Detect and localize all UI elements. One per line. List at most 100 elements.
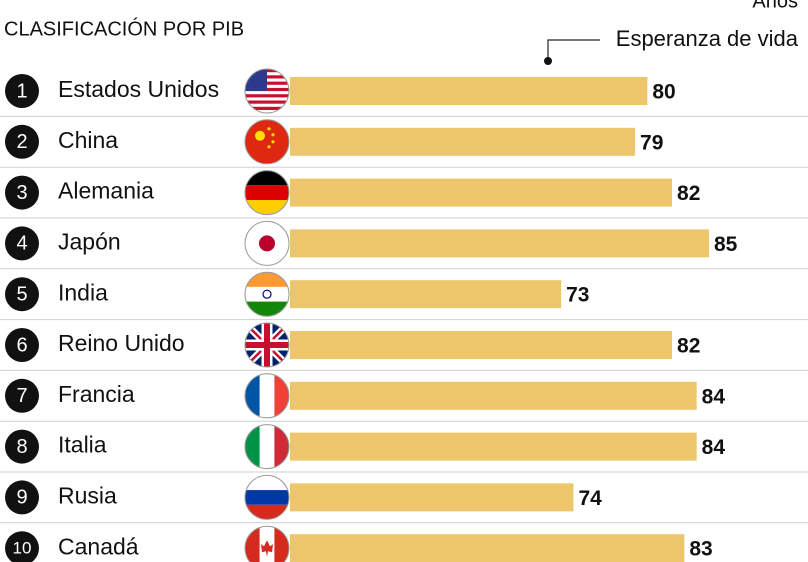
value-label: 74 — [578, 487, 602, 510]
flag-part — [271, 140, 275, 144]
rank-badge — [5, 226, 39, 261]
rank-label: 10 — [13, 539, 32, 558]
flag-part — [245, 100, 289, 104]
category-label: Italia — [58, 432, 107, 458]
bar — [290, 381, 697, 410]
rank-badge — [5, 328, 39, 362]
flag-part — [259, 235, 275, 252]
flag-border — [244, 373, 290, 419]
flag — [245, 221, 289, 266]
value-label: 84 — [702, 385, 726, 408]
value-label: 82 — [677, 335, 700, 358]
category-label: Canadá — [58, 533, 139, 559]
flag — [245, 323, 289, 367]
category-label: Estados Unidos — [58, 76, 219, 102]
flag-border — [244, 220, 290, 266]
bar — [290, 534, 685, 562]
category-label: Reino Unido — [58, 330, 185, 356]
flag-part — [245, 94, 289, 98]
flag-part — [245, 119, 289, 164]
rank-label: 6 — [16, 334, 27, 356]
value-label: 82 — [677, 182, 700, 205]
flag — [245, 170, 289, 215]
bar — [290, 432, 697, 461]
flag-part — [255, 130, 265, 141]
bar — [290, 178, 673, 207]
flag-part — [271, 133, 275, 137]
legend-leader — [547, 39, 600, 60]
bar — [290, 331, 673, 359]
flag — [245, 272, 289, 317]
bar — [290, 229, 709, 258]
flag — [245, 424, 289, 469]
flag-part — [245, 301, 289, 317]
bar — [290, 127, 636, 156]
flag-part — [245, 490, 289, 505]
flag-part — [245, 504, 289, 520]
flag-border — [244, 424, 290, 470]
value-label: 80 — [652, 81, 675, 104]
rank-badge — [5, 378, 39, 413]
flag-part — [245, 373, 260, 418]
flag-border — [244, 170, 290, 216]
flag — [245, 475, 289, 520]
flag-part — [274, 424, 289, 469]
flag-part — [274, 373, 289, 418]
rank-label: 4 — [16, 233, 27, 255]
rank-label: 2 — [16, 131, 27, 153]
flag-border — [244, 68, 290, 114]
value-label: 73 — [566, 284, 589, 307]
flag-part — [245, 286, 289, 302]
rank-label: 8 — [16, 436, 27, 458]
value-label: 79 — [640, 131, 663, 154]
value-label: 85 — [714, 233, 738, 256]
bar — [290, 77, 648, 105]
flag-part — [245, 272, 289, 287]
rank-badge — [5, 124, 39, 159]
rank-label: 1 — [16, 80, 27, 102]
flag-part — [245, 323, 289, 367]
flag-border — [244, 525, 290, 562]
unit-label: Años — [752, 0, 798, 12]
rank-badge — [5, 175, 39, 210]
rank-badge — [5, 531, 39, 562]
value-label: 83 — [689, 538, 712, 561]
flag-part — [245, 106, 289, 110]
value-label: 84 — [702, 436, 726, 459]
rank-label: 7 — [16, 385, 27, 407]
bar — [290, 280, 562, 309]
category-label: Japón — [58, 228, 121, 254]
flag-part — [259, 424, 275, 469]
rank-badge — [5, 277, 39, 312]
flag-border — [244, 271, 290, 317]
flag-part — [267, 127, 271, 131]
bar — [290, 483, 574, 512]
flag — [245, 119, 289, 164]
category-label: China — [58, 127, 118, 153]
flag-part — [245, 475, 289, 491]
flag — [245, 69, 289, 113]
flag-border — [244, 474, 290, 520]
flag-part — [245, 170, 289, 186]
chart-title: CLASIFICACIÓN POR PIB — [4, 17, 244, 40]
category-label: India — [58, 279, 108, 305]
flag-part — [267, 145, 271, 149]
legend-label: Esperanza de vida — [616, 26, 799, 51]
flag-part — [261, 540, 273, 558]
flag-part — [259, 373, 275, 418]
rank-label: 9 — [16, 487, 27, 509]
legend-dot — [544, 57, 552, 65]
rank-label: 5 — [16, 283, 27, 305]
flag-border — [244, 322, 290, 368]
flag — [245, 373, 289, 418]
flag-border — [244, 119, 290, 165]
flag-part — [245, 424, 260, 469]
category-label: Francia — [58, 381, 135, 407]
category-label: Alemania — [58, 178, 154, 204]
flag-part — [245, 185, 289, 200]
rank-badge — [5, 74, 39, 108]
flag-part — [262, 289, 272, 299]
flag — [245, 526, 289, 562]
